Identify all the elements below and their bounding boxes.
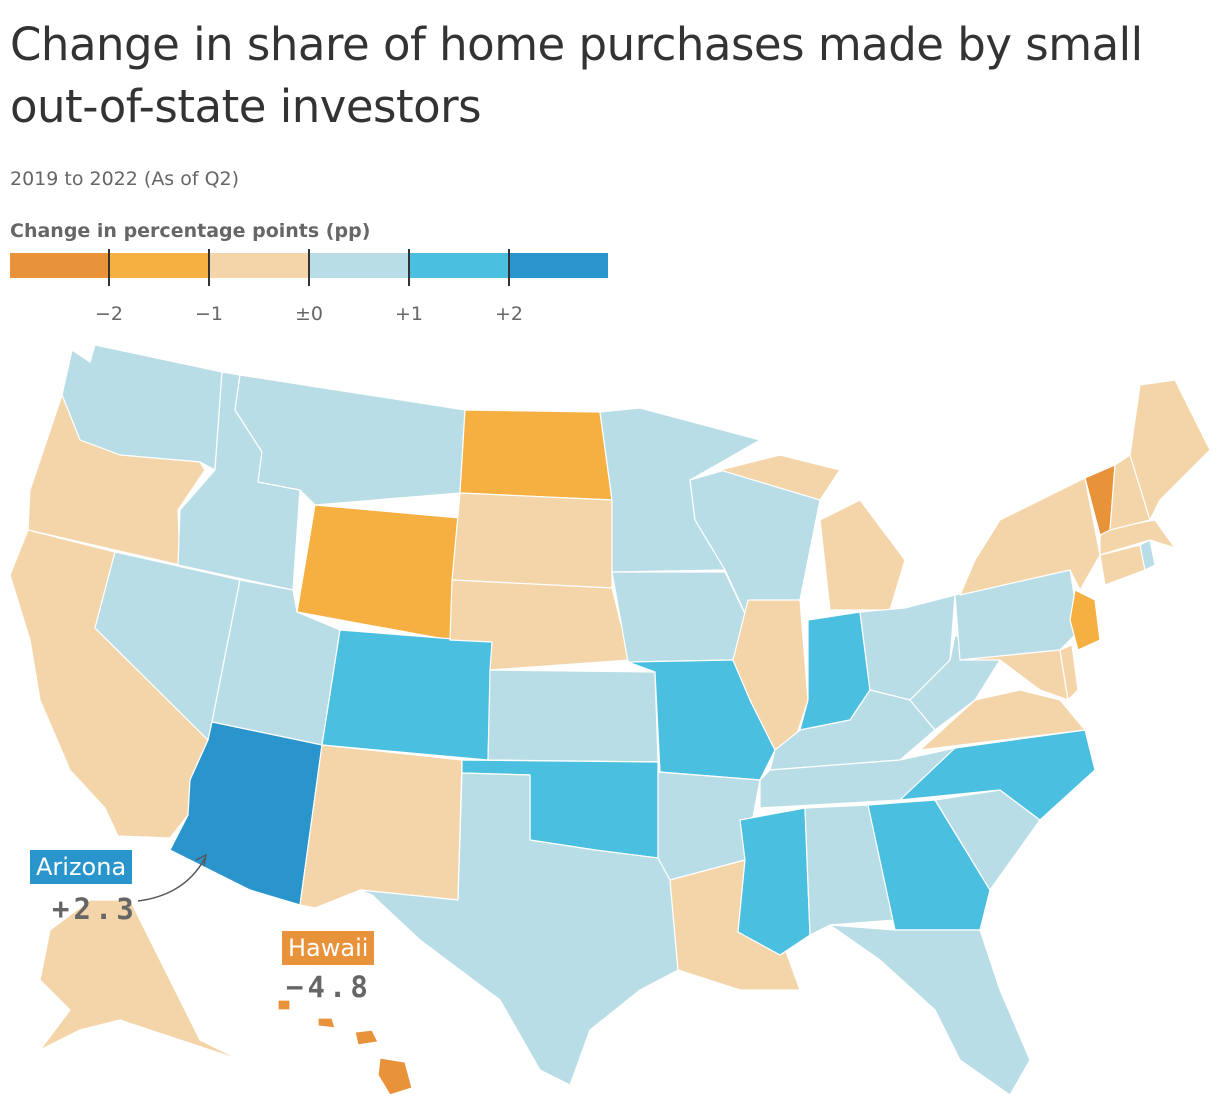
legend-tick — [108, 249, 110, 286]
legend-title: Change in percentage points (pp) — [10, 220, 371, 242]
legend-swatch-4 — [309, 253, 409, 278]
legend-tick — [208, 249, 210, 286]
Delaware — [1059, 644, 1079, 701]
Massachusetts — [1099, 519, 1176, 556]
legend-swatch-5 — [408, 253, 509, 278]
Mississippi — [737, 807, 811, 956]
North Carolina — [899, 729, 1096, 821]
Virginia — [919, 689, 1086, 751]
Colorado — [321, 629, 493, 761]
legend-label: ±0 — [294, 303, 323, 325]
hawaii-callout-label: Hawaii — [282, 931, 375, 965]
legend-tick — [508, 249, 510, 286]
Maryland — [959, 649, 1069, 701]
Oregon — [27, 394, 206, 566]
legend-tick — [408, 249, 410, 286]
arizona-callout-label: Arizona — [30, 850, 133, 884]
chart-title: Change in share of home purchases made b… — [10, 18, 1143, 133]
Alaska — [39, 899, 241, 1061]
us-states-map — [9, 344, 1211, 1096]
Hawaii — [277, 999, 413, 1096]
legend-swatch-2 — [109, 253, 210, 278]
arizona-callout-value: +2.3 — [52, 892, 138, 926]
Texas — [359, 772, 679, 1086]
North Dakota — [459, 409, 613, 501]
legend-label: −1 — [194, 303, 223, 325]
New Jersey — [1069, 589, 1101, 651]
New Mexico — [299, 744, 463, 909]
chart-subtitle: 2019 to 2022 (As of Q2) — [10, 168, 240, 190]
Florida — [829, 924, 1031, 1096]
legend-swatch-6 — [508, 253, 609, 278]
Georgia — [867, 799, 991, 931]
arizona-callout-arrow — [137, 857, 206, 902]
legend-color-scale — [10, 253, 609, 278]
Michigan — [719, 454, 906, 611]
legend-label: −2 — [94, 303, 123, 325]
Iowa — [611, 571, 749, 663]
arizona-callout-arrowhead — [195, 853, 207, 867]
Rhode Island — [1139, 539, 1156, 571]
legend-label: +1 — [394, 303, 423, 325]
legend-swatch-3 — [209, 253, 310, 278]
legend-tick — [308, 249, 310, 286]
South Dakota — [451, 492, 613, 589]
legend-label: +2 — [494, 303, 523, 325]
Wyoming — [296, 504, 461, 641]
hawaii-callout-value: −4.8 — [286, 970, 372, 1004]
Alabama — [804, 804, 896, 936]
New York — [959, 477, 1101, 596]
Maine — [1129, 379, 1211, 521]
legend-swatch-1 — [10, 253, 110, 278]
Kansas — [487, 669, 659, 763]
